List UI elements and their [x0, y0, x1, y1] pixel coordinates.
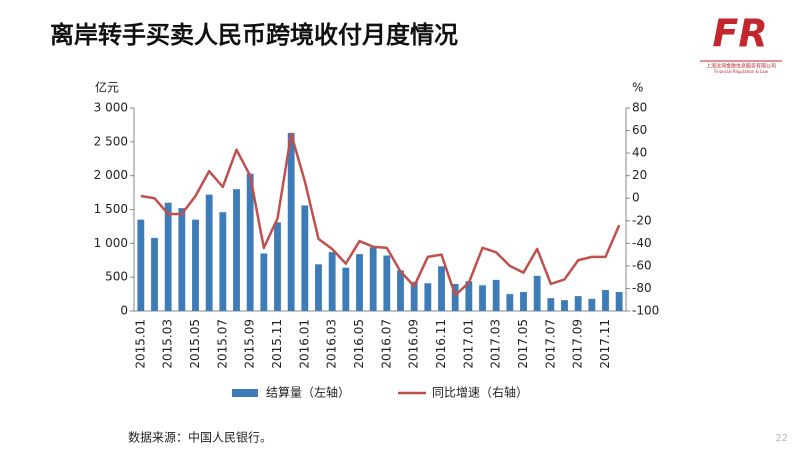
y2-tick-label: -100 — [632, 304, 659, 318]
logo-company: 上海法询金融信息服务有限公司 — [706, 63, 776, 70]
bar — [520, 292, 527, 311]
x-tick-label: 2016.07 — [379, 319, 393, 369]
bar — [506, 294, 514, 311]
y2-axis-label: % — [632, 81, 643, 95]
bar — [588, 298, 596, 311]
y-tick-label: 2 000 — [94, 168, 128, 182]
bar — [438, 266, 445, 311]
bar — [397, 270, 404, 311]
x-tick-label: 2017.03 — [489, 319, 503, 369]
bar — [274, 222, 281, 311]
bar — [383, 255, 391, 311]
bar — [192, 219, 199, 311]
bar — [315, 264, 322, 311]
legend-swatch — [232, 389, 258, 397]
y2-tick-label: -20 — [632, 213, 652, 227]
page-number: 22 — [775, 433, 788, 444]
bar — [615, 292, 623, 311]
y2-tick-label: -80 — [632, 281, 652, 295]
logo: FR — [712, 12, 767, 56]
slide-title: 离岸转手买卖人民币跨境收付月度情况 — [50, 21, 458, 49]
y2-tick-label: -40 — [632, 236, 652, 250]
bar — [561, 300, 568, 311]
y-tick-label: 1 000 — [94, 236, 128, 250]
bar — [451, 283, 459, 311]
bar — [465, 281, 473, 311]
x-tick-label: 2016.05 — [352, 319, 366, 369]
bar — [287, 133, 295, 311]
bar — [602, 290, 609, 311]
bar — [219, 212, 227, 311]
bar — [137, 219, 145, 311]
x-tick-label: 2016.11 — [434, 319, 448, 369]
source: 数据来源：中国人民银行。 — [128, 430, 272, 445]
y2-tick-label: 80 — [632, 101, 647, 115]
logo-english: Financial Regulation & Law — [714, 69, 768, 74]
bar — [369, 247, 377, 311]
y-tick-label: 1 500 — [94, 202, 128, 216]
x-tick-label: 2016.01 — [297, 319, 311, 369]
x-tick-label: 2017.07 — [543, 319, 557, 369]
x-tick-label: 2017.05 — [516, 319, 530, 369]
y-axis-label: 亿元 — [95, 80, 119, 95]
x-tick-label: 2016.03 — [325, 319, 339, 369]
bar — [410, 281, 418, 311]
x-tick-label: 2015.03 — [161, 319, 175, 369]
bar — [424, 283, 432, 311]
x-tick-label: 2015.11 — [270, 319, 284, 369]
bar — [301, 205, 309, 311]
y-tick-label: 0 — [120, 304, 128, 318]
y-tick-label: 500 — [105, 270, 128, 284]
legend-label: 结算量（左轴） — [266, 385, 350, 400]
y-tick-label: 3 000 — [94, 101, 128, 115]
bar — [342, 267, 350, 311]
x-tick-label: 2017.01 — [461, 319, 475, 369]
x-tick-label: 2015.09 — [243, 319, 257, 369]
x-tick-label: 2015.01 — [133, 319, 147, 369]
bar — [151, 237, 158, 311]
bar — [178, 208, 186, 311]
y2-tick-label: 0 — [632, 191, 640, 205]
y2-tick-label: 20 — [632, 168, 647, 182]
bar — [479, 285, 486, 311]
x-tick-label: 2017.09 — [571, 319, 585, 369]
bar — [260, 253, 268, 311]
x-tick-label: 2015.05 — [188, 319, 202, 369]
line — [140, 132, 621, 297]
bar — [328, 252, 336, 311]
legend-label: 同比增速（右轴） — [432, 385, 528, 400]
bar — [533, 275, 541, 311]
bar — [356, 254, 363, 311]
y2-tick-label: 60 — [632, 123, 647, 137]
bar — [492, 279, 500, 311]
bar — [574, 296, 582, 311]
x-tick-label: 2015.07 — [215, 319, 229, 369]
bar — [205, 194, 213, 311]
y-tick-label: 2 500 — [94, 134, 128, 148]
bar — [547, 298, 555, 311]
y2-tick-label: -60 — [632, 258, 652, 272]
bar — [246, 173, 254, 311]
x-tick-label: 2016.09 — [407, 319, 421, 369]
bar — [233, 189, 240, 311]
x-tick-label: 2017.11 — [598, 319, 612, 369]
bar — [164, 202, 172, 311]
y2-tick-label: 40 — [632, 146, 647, 160]
